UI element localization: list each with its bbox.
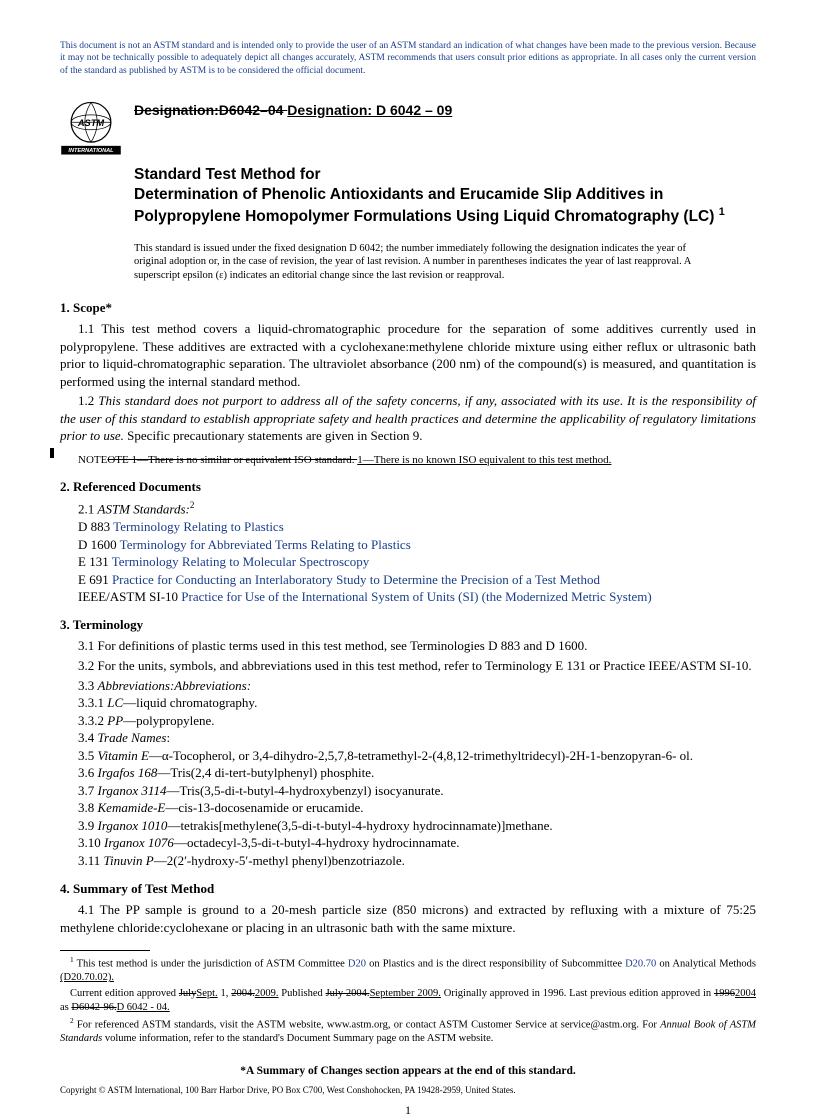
term-3-11: 3.11 Tinuvin P—2(2′-hydroxy-5′-methyl ph… — [78, 852, 756, 870]
reference-link[interactable]: Terminology Relating to Molecular Spectr… — [112, 554, 370, 569]
term-3-5: 3.5 Vitamin E—α-Tocopherol, or 3,4-dihyd… — [78, 747, 756, 765]
para-3-2: 3.2 For the units, symbols, and abbrevia… — [60, 657, 756, 675]
reference-link[interactable]: Terminology Relating to Plastics — [113, 519, 284, 534]
link-d20-70[interactable]: D20.70 — [625, 959, 656, 970]
title-line1: Standard Test Method for — [134, 165, 756, 185]
page-number: 1 — [60, 1102, 756, 1118]
issuance-note: This standard is issued under the fixed … — [134, 242, 716, 283]
term-3-10: 3.10 Irganox 1076—octadecyl-3,5-di-t-but… — [78, 834, 756, 852]
designation-old: Designation:D6042–04 — [134, 102, 287, 118]
header-row: INTERNATIONAL ASTM Designation:D6042–04 … — [60, 95, 756, 157]
term-3-6: 3.6 Irgafos 168—Tris(2,4 di-tert-butylph… — [78, 764, 756, 782]
reference-link[interactable]: Terminology for Abbreviated Terms Relati… — [120, 537, 411, 552]
reference-link[interactable]: Practice for Conducting an Interlaborato… — [112, 572, 600, 587]
para-3-1: 3.1 For definitions of plastic terms use… — [60, 637, 756, 655]
summary-method-heading: 4. Summary of Test Method — [60, 880, 756, 898]
footnote-rule — [60, 950, 150, 951]
copyright-line: Copyright © ASTM International, 100 Barr… — [60, 1084, 756, 1096]
footnote-2: 2 For referenced ASTM standards, visit t… — [60, 1016, 756, 1046]
reference-item: D 883 Terminology Relating to Plastics — [78, 518, 756, 536]
term-3-8: 3.8 Kemamide-E—cis-13-docosenamide or er… — [78, 799, 756, 817]
svg-text:INTERNATIONAL: INTERNATIONAL — [68, 148, 114, 154]
designation-new: Designation: D 6042 – 09 — [287, 102, 452, 118]
reference-link[interactable]: Practice for Use of the International Sy… — [181, 589, 651, 604]
para-1-1: 1.1 This test method covers a liquid-chr… — [60, 320, 756, 390]
disclaimer-text: This document is not an ASTM standard an… — [60, 40, 756, 77]
designation: Designation:D6042–04 Designation: D 6042… — [134, 101, 452, 120]
title-block: Standard Test Method for Determination o… — [134, 165, 756, 228]
reference-item: IEEE/ASTM SI-10 Practice for Use of the … — [78, 588, 756, 606]
term-3-3-2: 3.3.2 PP—polypropylene. — [78, 712, 756, 730]
ref-2-1: 2.1 ASTM Standards:2 — [78, 499, 756, 518]
para-4-1: 4.1 The PP sample is ground to a 20-mesh… — [60, 901, 756, 936]
reference-item: D 1600 Terminology for Abbreviated Terms… — [78, 536, 756, 554]
referenced-docs-heading: 2. Referenced Documents — [60, 478, 756, 496]
reference-code: D 883 — [78, 519, 113, 534]
reference-item: E 131 Terminology Relating to Molecular … — [78, 553, 756, 571]
title-line2: Determination of Phenolic Antioxidants a… — [134, 185, 756, 227]
footnote-1b: Current edition approved JulySept. 1, 20… — [60, 987, 756, 1014]
term-3-4: 3.4 Trade Names: — [78, 729, 756, 747]
term-3-3-1: 3.3.1 LC—liquid chromatography. — [78, 694, 756, 712]
reference-code: IEEE/ASTM SI-10 — [78, 589, 181, 604]
svg-text:ASTM: ASTM — [77, 118, 105, 128]
terminology-heading: 3. Terminology — [60, 616, 756, 634]
note-1: NOTEOTE 1—There is no similar or equival… — [78, 453, 756, 468]
reference-code: D 1600 — [78, 537, 120, 552]
term-3-7: 3.7 Irganox 3114—Tris(3,5-di-t-butyl-4-h… — [78, 782, 756, 800]
summary-changes-line: *A Summary of Changes section appears at… — [60, 1064, 756, 1080]
astm-logo: INTERNATIONAL ASTM — [60, 95, 122, 157]
scope-heading: 1. Scope* — [60, 299, 756, 317]
term-3-9: 3.9 Irganox 1010—tetrakis[methylene(3,5-… — [78, 817, 756, 835]
link-d20[interactable]: D20 — [348, 959, 366, 970]
footnotes: 1 This test method is under the jurisdic… — [60, 955, 756, 1046]
term-3-3: 3.3 Abbreviations:Abbreviations: — [78, 677, 756, 695]
reference-code: E 691 — [78, 572, 112, 587]
footnote-1: 1 This test method is under the jurisdic… — [60, 955, 756, 985]
reference-code: E 131 — [78, 554, 112, 569]
reference-item: E 691 Practice for Conducting an Interla… — [78, 571, 756, 589]
change-bar-icon — [50, 448, 54, 458]
para-1-2: 1.2 This standard does not purport to ad… — [60, 392, 756, 445]
